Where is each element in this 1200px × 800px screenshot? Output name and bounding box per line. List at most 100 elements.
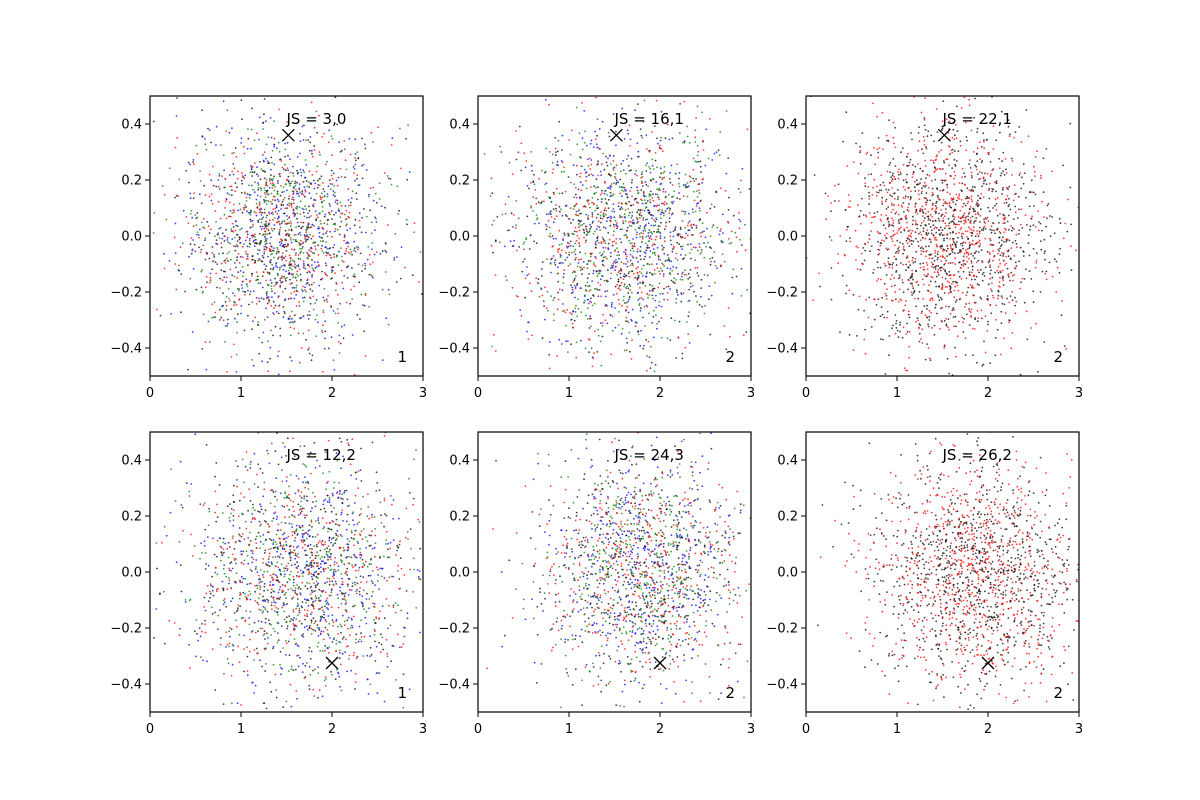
scatter-point (935, 239, 938, 241)
scatter-point (332, 73, 334, 75)
scatter-point (1012, 279, 1014, 282)
scatter-point (953, 158, 956, 161)
scatter-point (581, 148, 584, 151)
scatter-point (1008, 135, 1011, 138)
scatter-point (921, 205, 924, 208)
scatter-point (849, 206, 851, 209)
scatter-point (594, 230, 596, 233)
scatter-point (904, 369, 907, 372)
scatter-point (921, 246, 923, 249)
scatter-point (655, 263, 658, 265)
scatter-point (207, 320, 210, 323)
scatter-point (926, 343, 928, 345)
scatter-point (281, 258, 284, 261)
scatter-point (540, 288, 543, 290)
scatter-point (1032, 290, 1035, 293)
scatter-point (992, 259, 994, 262)
scatter-point (621, 304, 623, 307)
scatter-point (1046, 217, 1048, 220)
scatter-point (270, 305, 272, 307)
scatter-point (693, 190, 695, 193)
scatter-point (631, 245, 634, 247)
scatter-point (960, 220, 962, 223)
scatter-point (989, 253, 991, 256)
scatter-point (202, 313, 205, 316)
scatter-point (694, 259, 697, 262)
scatter-point (922, 185, 925, 187)
scatter-point (310, 183, 313, 186)
scatter-point (625, 301, 628, 304)
scatter-point (700, 295, 702, 298)
scatter-point (617, 324, 620, 326)
scatter-point (941, 284, 944, 287)
scatter-point (490, 244, 493, 247)
scatter-point (514, 227, 517, 229)
scatter-point (563, 166, 565, 169)
scatter-point (949, 232, 952, 234)
scatter-point (619, 215, 622, 218)
scatter-point (694, 210, 697, 213)
scatter-point (628, 211, 631, 214)
scatter-point (612, 167, 615, 170)
scatter-point (673, 247, 675, 249)
scatter-point (286, 189, 288, 192)
scatter-point (294, 180, 297, 183)
scatter-point (996, 328, 999, 331)
scatter-point (668, 178, 671, 180)
scatter-point (928, 223, 930, 225)
scatter-point (646, 162, 648, 165)
scatter-point (244, 291, 246, 293)
scatter-point (1105, 363, 1107, 365)
scatter-point (297, 254, 300, 256)
scatter-point (552, 299, 555, 302)
scatter-point (593, 352, 595, 355)
scatter-point (967, 218, 970, 221)
scatter-point (284, 222, 287, 225)
scatter-point (891, 240, 894, 243)
scatter-point (700, 278, 703, 281)
scatter-point (546, 290, 549, 293)
scatter-point (669, 339, 672, 341)
scatter-point (640, 296, 643, 299)
scatter-point (281, 220, 284, 223)
scatter-point (365, 169, 368, 171)
scatter-point (942, 100, 945, 102)
scatter-point (354, 275, 356, 278)
scatter-point (508, 161, 511, 164)
scatter-point (1015, 265, 1018, 267)
scatter-point (885, 247, 888, 250)
scatter-point (269, 248, 272, 251)
scatter-point (163, 267, 166, 270)
scatter-point (314, 318, 317, 321)
scatter-point (710, 203, 713, 206)
scatter-point (561, 161, 564, 164)
scatter-point (575, 210, 578, 213)
scatter-point (975, 275, 978, 278)
scatter-point (364, 294, 367, 296)
scatter-point (571, 271, 574, 274)
scatter-point (976, 283, 979, 285)
scatter-point (345, 242, 347, 245)
scatter-point (334, 201, 337, 204)
scatter-point (513, 239, 515, 242)
scatter-point (320, 175, 323, 178)
scatter-point (970, 278, 973, 281)
scatter-point (868, 234, 871, 237)
scatter-point (610, 272, 613, 275)
scatter-point (563, 269, 566, 272)
scatter-point (241, 280, 244, 283)
scatter-point (267, 284, 270, 287)
scatter-point (624, 253, 627, 256)
scatter-point (654, 151, 657, 154)
scatter-point (248, 246, 251, 248)
scatter-point (273, 250, 275, 252)
scatter-point (643, 305, 646, 308)
scatter-point (1023, 278, 1026, 280)
scatter-point (279, 226, 282, 229)
scatter-point (292, 187, 295, 189)
scatter-point (992, 125, 995, 127)
scatter-point (473, 190, 475, 192)
scatter-point (242, 290, 244, 293)
scatter-point (437, 330, 439, 332)
scatter-point (1010, 271, 1013, 274)
